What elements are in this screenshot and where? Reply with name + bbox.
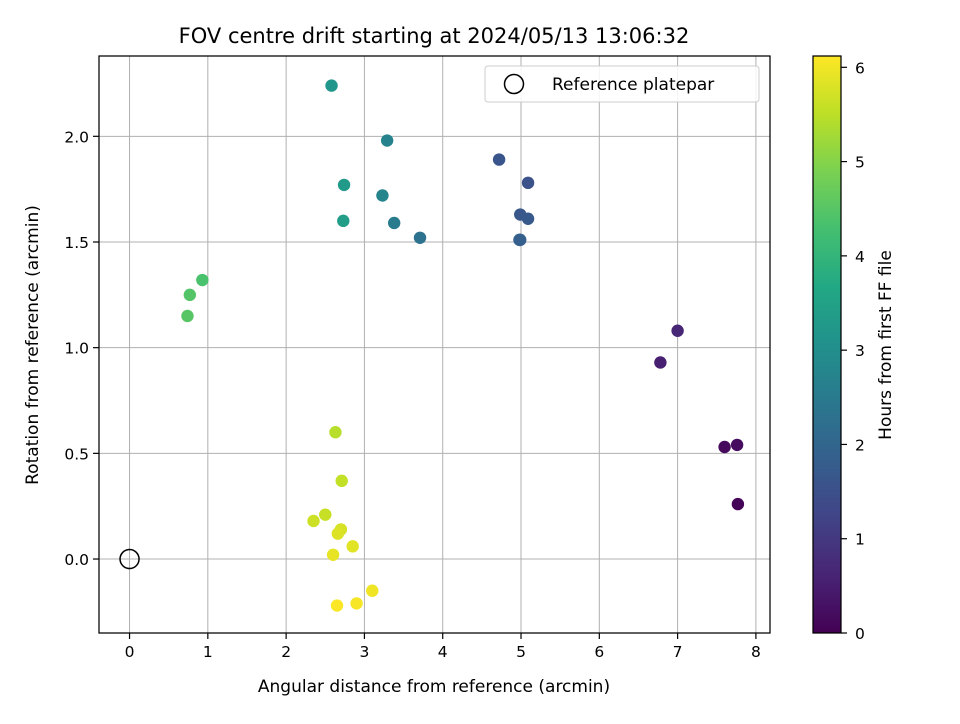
data-point	[380, 134, 394, 147]
data-points	[181, 79, 745, 612]
data-point	[654, 356, 667, 369]
data-point	[376, 189, 389, 202]
legend-reference-marker	[503, 73, 525, 95]
data-point	[730, 438, 744, 452]
data-point	[346, 540, 359, 553]
reference-platepar-marker	[119, 548, 140, 570]
data-point	[337, 178, 351, 192]
colorbar-gradient	[813, 56, 841, 633]
legend-box	[484, 65, 760, 103]
data-point	[307, 514, 320, 528]
data-point	[329, 426, 342, 439]
colorbar-tick-label: 3	[855, 342, 865, 360]
x-tick-label: 3	[359, 643, 369, 661]
data-point	[326, 548, 340, 561]
data-point	[350, 597, 363, 610]
data-point	[319, 508, 332, 521]
x-tick-label: 2	[281, 643, 291, 661]
data-point	[196, 273, 209, 287]
data-point	[387, 216, 401, 230]
y-tick-label: 2.0	[64, 128, 89, 146]
x-axis-ticks: 0 1 2 3 4 5 6 7 8	[125, 633, 761, 661]
x-tick-label: 4	[438, 643, 448, 661]
x-tick-label: 7	[673, 643, 683, 661]
colorbar-label: Hours from first FF file	[876, 250, 896, 440]
legend-entry-reference-platepar: Reference platepar	[552, 75, 714, 95]
grid-lines	[99, 56, 770, 633]
y-axis-ticks: 0.0 0.5 1.0 1.5 2.0	[64, 128, 99, 569]
data-point	[331, 527, 345, 540]
data-point	[521, 176, 535, 190]
data-point	[514, 233, 527, 247]
colorbar-tick-label: 4	[855, 248, 865, 266]
data-point	[330, 599, 344, 612]
x-tick-label: 5	[516, 643, 526, 661]
y-axis-label: Rotation from reference (arcmin)	[23, 205, 43, 485]
legend: Reference platepar	[484, 65, 760, 103]
x-tick-label: 0	[125, 643, 135, 661]
colorbar-ticks: 0 1 2 3 4 5 6	[841, 59, 865, 643]
y-tick-label: 1.0	[64, 340, 89, 358]
data-point	[492, 153, 506, 166]
plot-frame	[98, 55, 771, 634]
data-point	[337, 214, 350, 228]
data-point	[671, 324, 684, 337]
data-point	[183, 288, 197, 302]
y-tick-label: 0.5	[64, 445, 89, 463]
data-point	[335, 474, 348, 488]
y-tick-label: 1.5	[64, 234, 89, 252]
colorbar-tick-label: 1	[855, 531, 865, 549]
y-tick-label: 0.0	[64, 551, 89, 569]
colorbar: 0 1 2 3 4 5 6 Hours from first FF file	[812, 55, 896, 643]
colorbar-frame	[812, 55, 842, 634]
chart-title: FOV centre drift starting at 2024/05/13 …	[179, 24, 690, 48]
colorbar-tick-label: 0	[855, 625, 865, 643]
data-point	[325, 79, 338, 92]
data-point	[731, 497, 745, 511]
data-point	[718, 440, 731, 454]
data-point	[521, 212, 535, 225]
colorbar-tick-label: 5	[855, 154, 865, 172]
x-axis-label: Angular distance from reference (arcmin)	[258, 677, 610, 697]
colorbar-tick-label: 2	[855, 436, 865, 454]
x-tick-label: 8	[751, 643, 761, 661]
data-point	[413, 231, 427, 244]
x-tick-label: 1	[203, 643, 213, 661]
x-tick-label: 6	[594, 643, 604, 661]
data-point	[181, 309, 194, 323]
colorbar-tick-label: 6	[855, 59, 865, 77]
data-point	[366, 584, 379, 597]
